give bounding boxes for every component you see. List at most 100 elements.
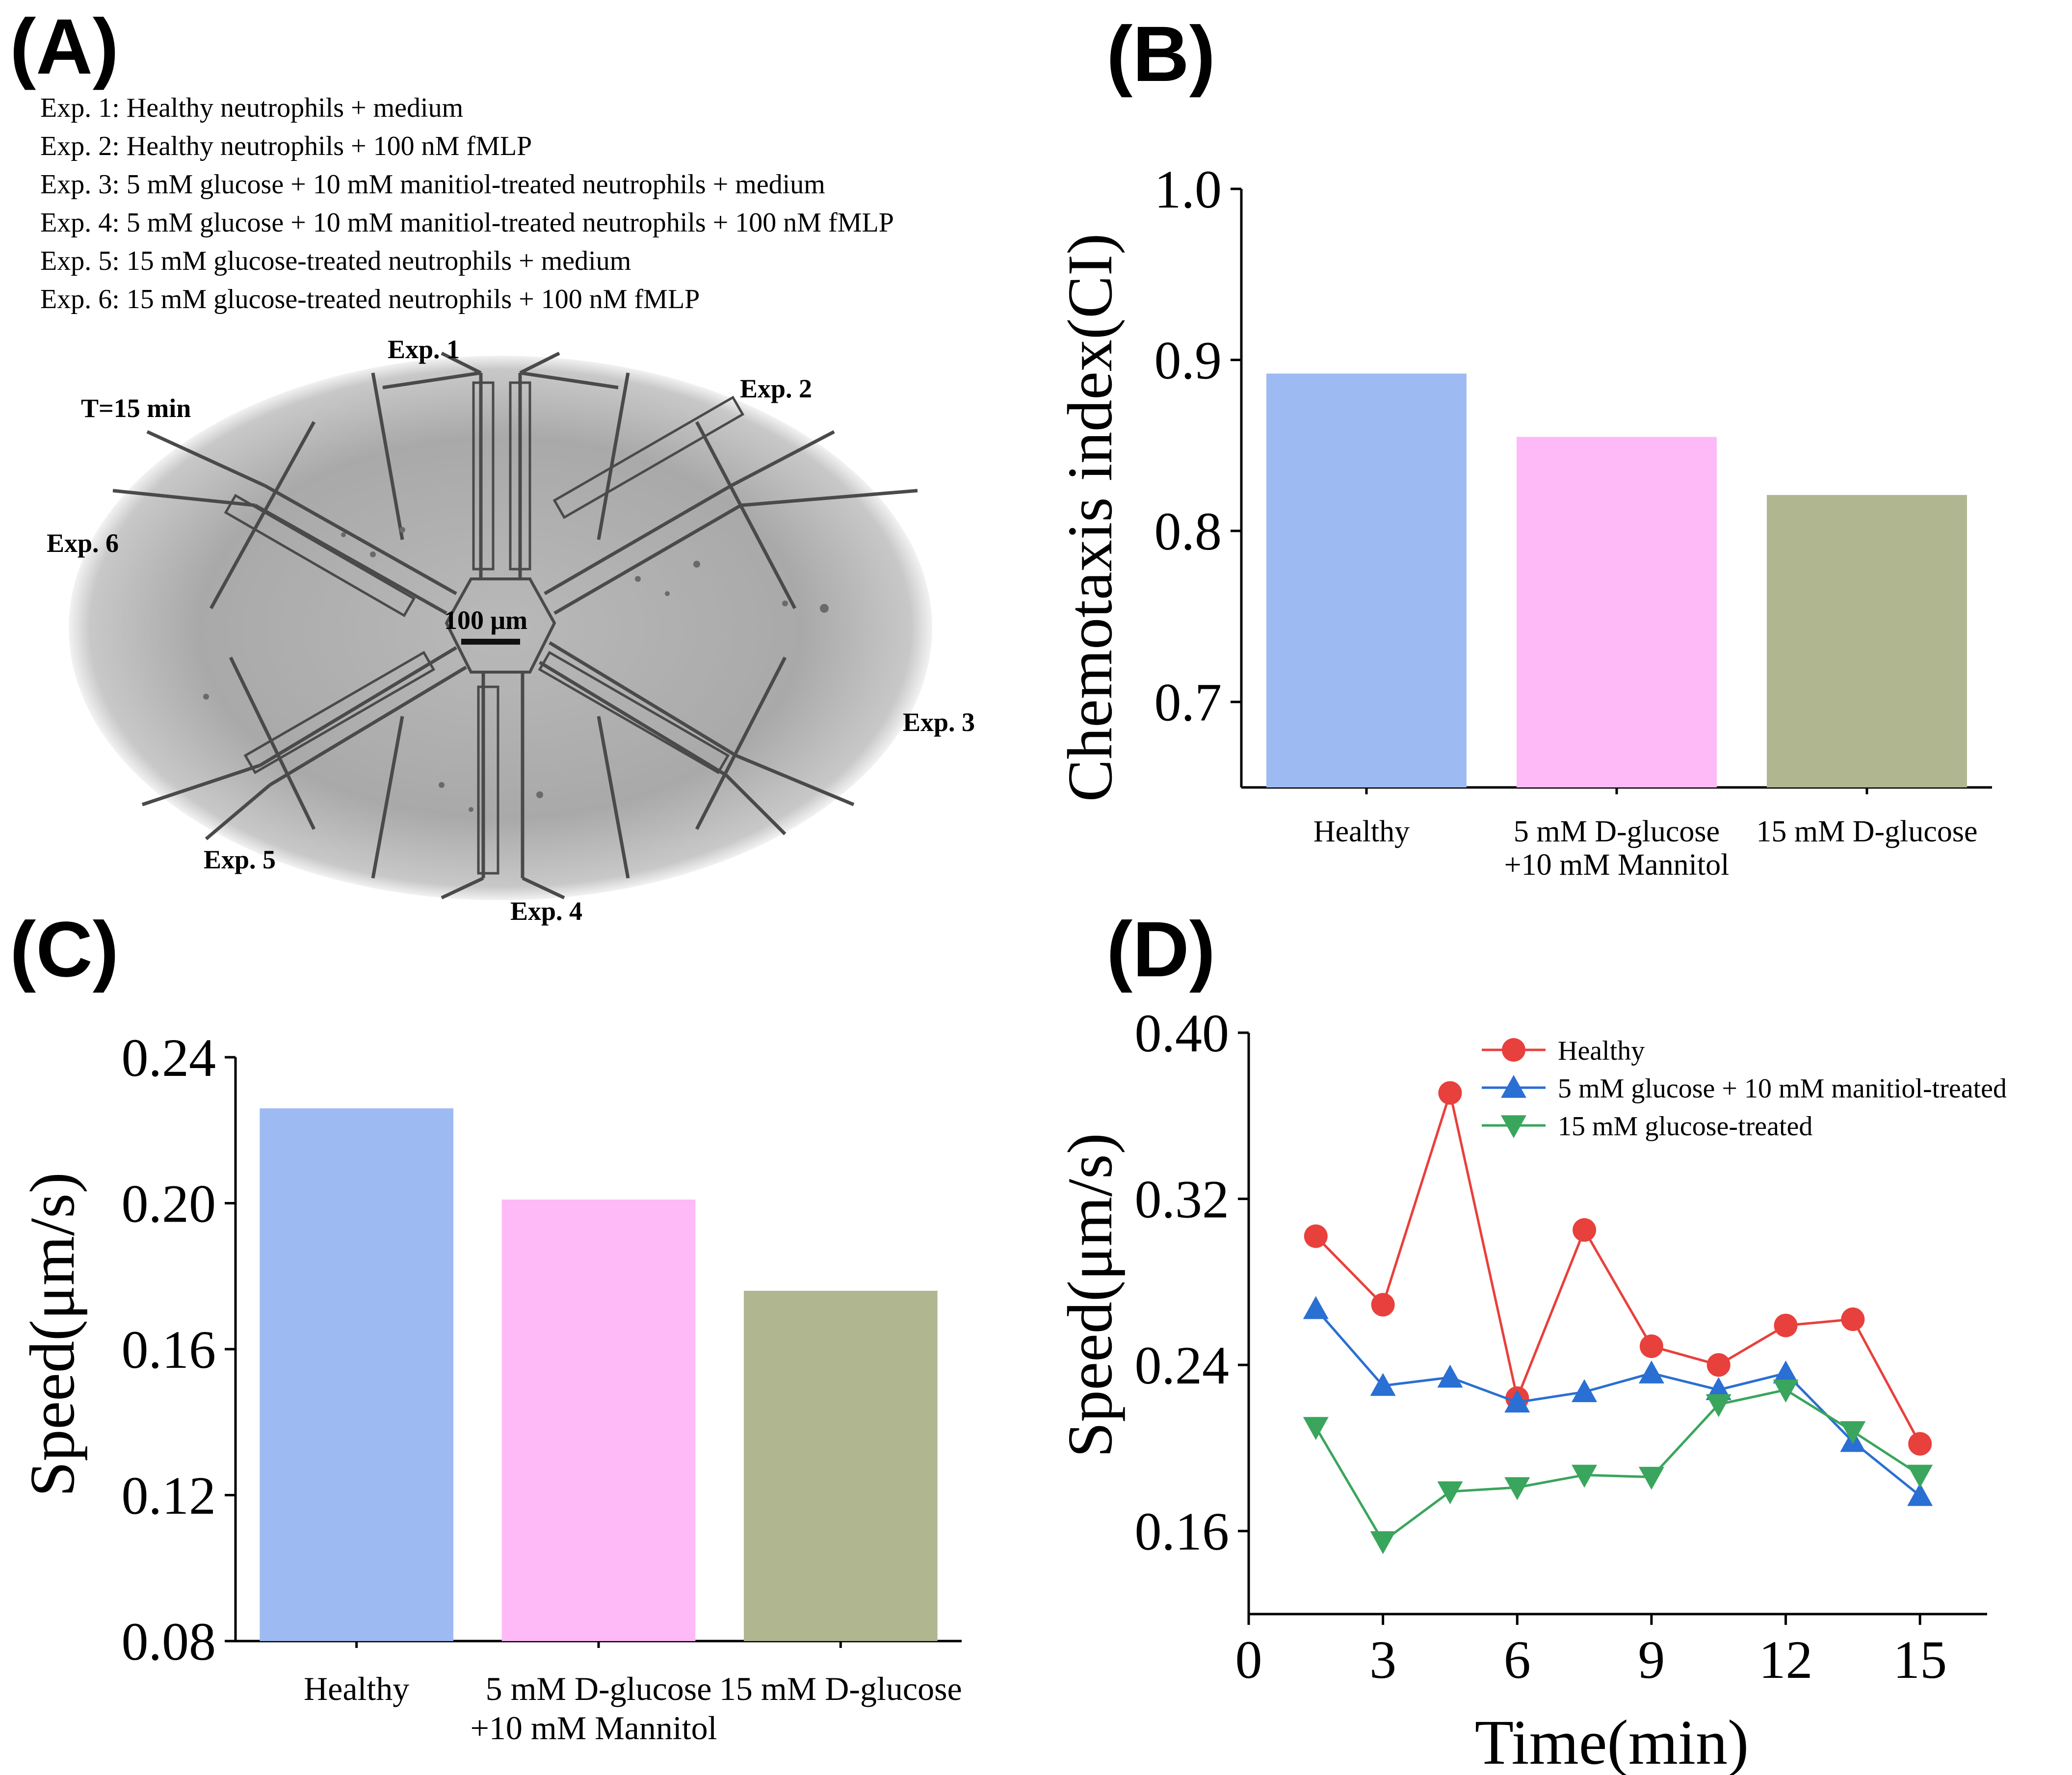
data-point-circle bbox=[1841, 1307, 1865, 1331]
x-tick-label: 15 bbox=[1893, 1630, 1947, 1690]
y-axis-title-d: Speed(μm/s) bbox=[1055, 1133, 1126, 1458]
category-label: Healthy bbox=[1313, 815, 1410, 848]
legend-label: 5 mM glucose + 10 mM manitiol-treated bbox=[1558, 1073, 2007, 1104]
y-tick-label: 0.16 bbox=[122, 1320, 216, 1380]
data-point-triangle bbox=[1437, 1364, 1463, 1388]
data-point-triangle-down bbox=[1907, 1464, 1933, 1488]
data-point-triangle-down bbox=[1638, 1466, 1664, 1490]
y-tick-label: 0.9 bbox=[1154, 331, 1222, 391]
chart-d: 0.16 0.24 0.32 0.40 0 3 6 9 12 15 Healthy 5 mM gluc… bbox=[1135, 1003, 2007, 1690]
exp-3-label: Exp. 3 bbox=[903, 707, 975, 737]
category-label: 15 mM D-glucose bbox=[1756, 815, 1977, 848]
category-label: 15 mM D-glucose bbox=[719, 1670, 962, 1707]
exp-2-label: Exp. 2 bbox=[740, 374, 812, 403]
legend-label: Healthy bbox=[1558, 1036, 1645, 1066]
panel-letter-c: (C) bbox=[10, 905, 119, 993]
cell-speckles bbox=[203, 527, 829, 812]
data-point-triangle-down bbox=[1705, 1394, 1731, 1417]
experiment-line-1: Exp. 1: Healthy neutrophils + medium bbox=[40, 93, 463, 123]
data-point-circle bbox=[1502, 1038, 1525, 1062]
time-label: T=15 min bbox=[81, 393, 191, 423]
y-tick-label: 0.20 bbox=[122, 1174, 216, 1234]
x-tick-label: 12 bbox=[1759, 1630, 1813, 1690]
bar bbox=[501, 1200, 696, 1641]
series-line bbox=[1315, 1088, 1921, 1445]
experiment-line-5: Exp. 5: 15 mM glucose-treated neutrophil… bbox=[40, 246, 631, 276]
y-tick-label: 0.32 bbox=[1135, 1170, 1230, 1229]
data-point-triangle bbox=[1907, 1483, 1933, 1506]
data-point-triangle-down bbox=[1303, 1417, 1329, 1440]
series-line bbox=[1314, 1308, 1921, 1497]
category-label: 5 mM D-glucose bbox=[486, 1670, 712, 1707]
legend-label: 15 mM glucose-treated bbox=[1558, 1111, 1812, 1142]
y-tick-label: 0.24 bbox=[1135, 1335, 1230, 1395]
panel-c: (C) Speed(μm/s) 0.08 0.12 0.16 0.20 0.24 Heal… bbox=[10, 905, 962, 1747]
x-tick-label: 3 bbox=[1369, 1630, 1396, 1690]
data-point-triangle-down bbox=[1501, 1115, 1526, 1138]
data-point-triangle bbox=[1303, 1296, 1329, 1319]
x-tick-label: 9 bbox=[1638, 1630, 1665, 1690]
experiment-line-3: Exp. 3: 5 mM glucose + 10 mM manitiol-tr… bbox=[40, 169, 825, 200]
microscope-field bbox=[69, 356, 932, 900]
series-line bbox=[1314, 1388, 1921, 1543]
y-axis-title-c: Speed(μm/s) bbox=[17, 1172, 88, 1497]
exp-6-label: Exp. 6 bbox=[47, 528, 119, 558]
x-tick-label: 6 bbox=[1504, 1630, 1531, 1690]
data-point-circle bbox=[1639, 1334, 1663, 1358]
microscope-image: 100 μm T=15 min Exp. 1 Exp. 2 Exp. 3 Exp… bbox=[47, 335, 975, 926]
data-point-triangle bbox=[1572, 1379, 1598, 1402]
data-point-triangle bbox=[1501, 1075, 1526, 1098]
data-point-triangle bbox=[1504, 1389, 1530, 1413]
y-tick-label: 0.7 bbox=[1154, 673, 1222, 732]
experiment-line-4: Exp. 4: 5 mM glucose + 10 mM manitiol-tr… bbox=[40, 208, 894, 238]
data-point-triangle bbox=[1370, 1373, 1396, 1396]
y-tick-label: 0.12 bbox=[122, 1466, 216, 1526]
bar bbox=[1767, 495, 1967, 787]
category-label: Healthy bbox=[304, 1670, 409, 1707]
y-tick-label: 0.40 bbox=[1135, 1003, 1230, 1063]
y-tick-label: 1.0 bbox=[1154, 159, 1222, 219]
y-tick-label: 0.24 bbox=[122, 1028, 216, 1088]
data-point-circle bbox=[1304, 1224, 1328, 1248]
exp-1-label: Exp. 1 bbox=[388, 335, 460, 364]
panel-a: (A) Exp. 1: Healthy neutrophils + medium… bbox=[10, 2, 975, 926]
data-point-circle bbox=[1371, 1293, 1395, 1317]
chart-c: 0.08 0.12 0.16 0.20 0.24 Healthy 5 mM D-glucos… bbox=[122, 1028, 962, 1747]
y-tick-label: 0.08 bbox=[122, 1612, 216, 1671]
data-point-circle bbox=[1774, 1313, 1798, 1337]
panel-d: (D) Speed(μm/s) Time(min) 0.160.240.320.… bbox=[1055, 905, 2007, 1775]
data-point-triangle-down bbox=[1437, 1481, 1463, 1505]
scale-bar-label: 100 μm bbox=[444, 605, 527, 635]
category-label: 5 mM D-glucose bbox=[1514, 815, 1720, 848]
category-label: +10 mM Mannitol bbox=[1504, 848, 1730, 882]
exp-4-label: Exp. 4 bbox=[510, 896, 582, 926]
chart-b: 0.7 0.8 0.9 1.0 Healthy 5 mM D-glucose+10 mM … bbox=[1154, 159, 1992, 882]
y-axis-title-b: Chemotaxis index(CI) bbox=[1055, 234, 1126, 802]
y-tick-label: 0.16 bbox=[1135, 1502, 1230, 1562]
category-label: +10 mM Mannitol bbox=[470, 1709, 717, 1747]
y-tick-label: 0.8 bbox=[1154, 501, 1222, 561]
data-point-circle bbox=[1706, 1353, 1731, 1377]
microfluidic-channels bbox=[112, 351, 918, 900]
exp-5-label: Exp. 5 bbox=[204, 845, 276, 874]
data-point-triangle bbox=[1638, 1360, 1664, 1383]
x-axis-title-d: Time(min) bbox=[1475, 1707, 1749, 1775]
bar bbox=[1517, 437, 1717, 787]
data-point-triangle bbox=[1773, 1360, 1799, 1383]
experiment-line-2: Exp. 2: Healthy neutrophils + 100 nM fML… bbox=[40, 131, 532, 161]
data-point-triangle-down bbox=[1572, 1464, 1598, 1488]
panel-letter-a: (A) bbox=[10, 2, 119, 90]
data-point-triangle-down bbox=[1773, 1380, 1799, 1403]
panel-letter-b: (B) bbox=[1106, 10, 1215, 98]
panel-letter-d: (D) bbox=[1106, 905, 1215, 993]
data-point-circle bbox=[1908, 1432, 1932, 1456]
bar bbox=[1266, 373, 1467, 787]
bar bbox=[744, 1291, 938, 1641]
experiment-legend: Exp. 1: Healthy neutrophils + medium Exp… bbox=[40, 93, 894, 314]
x-tick-label: 0 bbox=[1235, 1630, 1262, 1690]
scale-bar bbox=[461, 639, 520, 645]
data-point-circle bbox=[1573, 1218, 1597, 1242]
experiment-line-6: Exp. 6: 15 mM glucose-treated neutrophil… bbox=[40, 284, 700, 314]
panel-b: (B) Chemotaxis index(CI) 0.7 0.8 0.9 1.0 Hea… bbox=[1055, 10, 1992, 882]
